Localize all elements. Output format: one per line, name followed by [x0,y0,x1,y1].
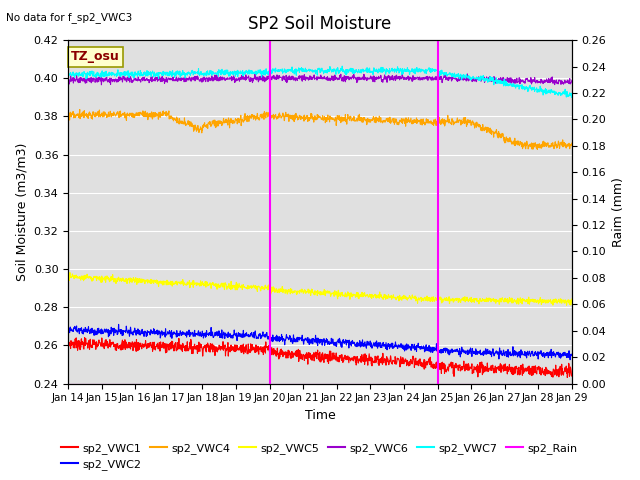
Y-axis label: Soil Moisture (m3/m3): Soil Moisture (m3/m3) [15,143,28,281]
Y-axis label: Raim (mm): Raim (mm) [612,177,625,247]
Title: SP2 Soil Moisture: SP2 Soil Moisture [248,15,392,33]
Text: No data for f_sp2_VWC3: No data for f_sp2_VWC3 [6,12,132,23]
Legend: sp2_VWC1, sp2_VWC2, sp2_VWC4, sp2_VWC5, sp2_VWC6, sp2_VWC7, sp2_Rain: sp2_VWC1, sp2_VWC2, sp2_VWC4, sp2_VWC5, … [57,438,582,474]
X-axis label: Time: Time [305,409,335,422]
Text: TZ_osu: TZ_osu [70,50,120,63]
